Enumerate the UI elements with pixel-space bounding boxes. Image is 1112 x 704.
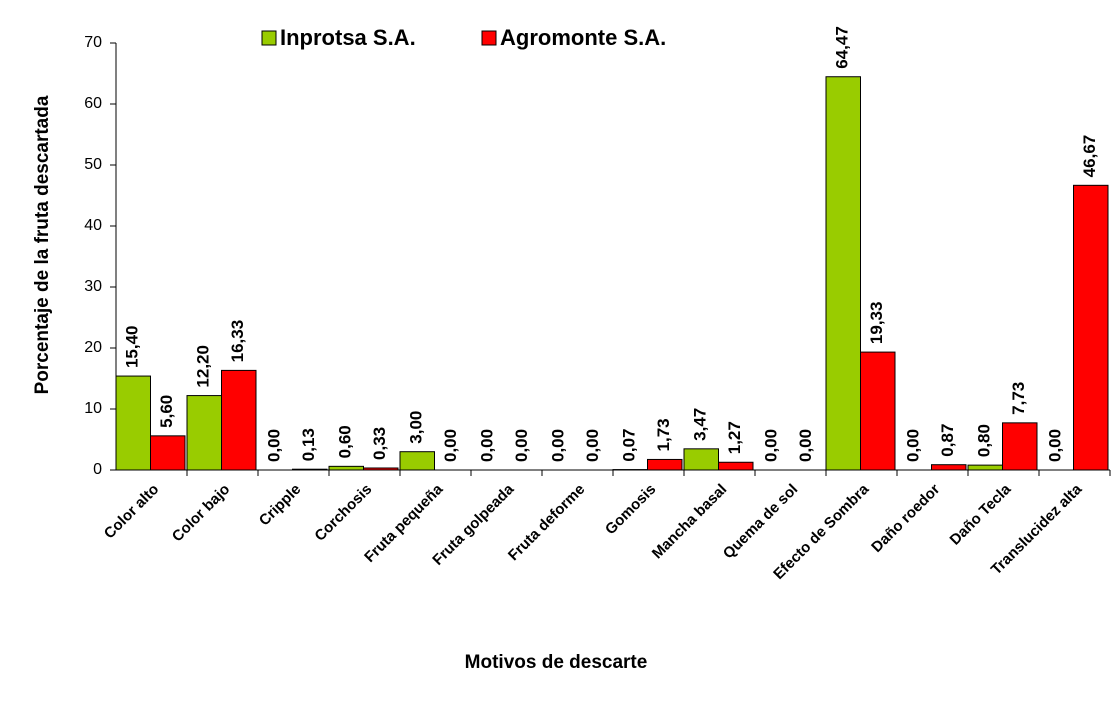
x-tick-label: Quema de sol: [720, 481, 802, 563]
value-label: 0,00: [762, 429, 781, 462]
legend-label: Agromonte S.A.: [500, 25, 666, 50]
value-label: 0,00: [478, 429, 497, 462]
bar: [860, 351, 896, 471]
value-label: 0,80: [975, 424, 994, 457]
value-label: 1,73: [654, 418, 673, 451]
value-label: 0,00: [904, 429, 923, 462]
value-label: 19,33: [867, 302, 886, 345]
bar: [1073, 184, 1109, 471]
value-label: 0,00: [549, 429, 568, 462]
y-tick-label: 0: [93, 461, 102, 478]
bar: [718, 461, 754, 471]
x-tick-label: Color alto: [101, 481, 163, 543]
value-label: 64,47: [833, 26, 852, 69]
value-label: 3,47: [691, 408, 710, 441]
value-label: 0,87: [938, 424, 957, 457]
value-label: 46,67: [1080, 135, 1099, 178]
x-tick-label: Daño roedor: [868, 481, 943, 556]
value-label: 0,07: [620, 428, 639, 461]
value-label: 0,00: [265, 429, 284, 462]
bar: [967, 464, 1003, 471]
y-tick-label: 10: [84, 400, 102, 417]
y-axis-title: Porcentaje de la fruta descartada: [32, 95, 53, 394]
value-label: 12,20: [194, 345, 213, 388]
value-label: 0,00: [796, 429, 815, 462]
bar: [647, 458, 683, 471]
bar: [115, 375, 151, 471]
x-tick-label: Daño Tecla: [947, 480, 1015, 548]
y-tick-label: 20: [84, 339, 102, 356]
x-tick-label: Mancha basal: [649, 481, 731, 563]
legend-label: Inprotsa S.A.: [280, 25, 416, 50]
y-tick-label: 70: [84, 34, 102, 51]
value-label: 16,33: [228, 320, 247, 363]
bar: [221, 369, 257, 471]
value-label: 3,00: [407, 411, 426, 444]
value-label: 15,40: [123, 326, 142, 369]
bar: [1002, 422, 1038, 471]
value-label: 0,60: [336, 425, 355, 458]
y-tick-label: 30: [84, 278, 102, 295]
x-axis-title: Motivos de descarte: [465, 652, 648, 673]
bar: [825, 76, 861, 471]
y-tick-label: 60: [84, 95, 102, 112]
legend-swatch: [261, 30, 277, 46]
x-tick-label: Corchosis: [311, 481, 375, 545]
bar: [186, 395, 222, 471]
x-tick-label: Cripple: [256, 481, 305, 530]
bar: [399, 451, 435, 471]
value-label: 0,00: [441, 429, 460, 462]
x-tick-label: Fruta deforme: [505, 481, 588, 564]
value-label: 0,00: [1046, 429, 1065, 462]
bar: [150, 435, 186, 471]
bar: [931, 464, 967, 471]
legend-swatch: [481, 30, 497, 46]
x-tick-label: Gomosis: [602, 481, 659, 538]
y-tick-label: 50: [84, 156, 102, 173]
value-label: 0,13: [299, 428, 318, 461]
x-tick-label: Color bajo: [169, 481, 233, 545]
value-label: 1,27: [725, 421, 744, 454]
value-label: 0,33: [370, 427, 389, 460]
value-label: 0,00: [583, 429, 602, 462]
bar: [683, 448, 719, 471]
bar: [328, 465, 364, 471]
value-label: 7,73: [1009, 382, 1028, 415]
value-label: 0,00: [512, 429, 531, 462]
value-label: 5,60: [157, 395, 176, 428]
y-tick-label: 40: [84, 217, 102, 234]
